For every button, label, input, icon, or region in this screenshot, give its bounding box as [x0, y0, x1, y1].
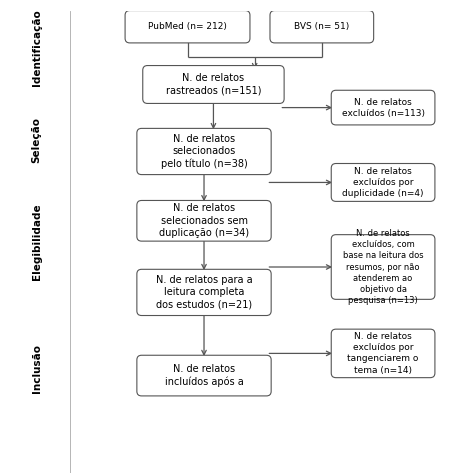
- Text: BVS (n= 51): BVS (n= 51): [294, 22, 349, 31]
- Text: N. de relatos
selecionados sem
duplicação (n=34): N. de relatos selecionados sem duplicaçã…: [159, 203, 249, 238]
- FancyBboxPatch shape: [137, 201, 271, 241]
- FancyBboxPatch shape: [331, 235, 435, 300]
- Text: PubMed (n= 212): PubMed (n= 212): [148, 22, 227, 31]
- FancyBboxPatch shape: [143, 65, 284, 103]
- Text: N. de relatos
rastreados (n=151): N. de relatos rastreados (n=151): [166, 73, 261, 96]
- Text: N. de relatos
incluídos após a: N. de relatos incluídos após a: [164, 364, 243, 387]
- Text: N. de relatos
excluídos por
duplicidade (n=4): N. de relatos excluídos por duplicidade …: [342, 167, 424, 198]
- Text: N. de relatos
excluídos (n=113): N. de relatos excluídos (n=113): [342, 98, 425, 118]
- Text: N. de relatos para a
leitura completa
dos estudos (n=21): N. de relatos para a leitura completa do…: [155, 275, 252, 310]
- FancyBboxPatch shape: [137, 128, 271, 174]
- Text: Elegibilidade: Elegibilidade: [32, 203, 42, 280]
- Text: Inclusão: Inclusão: [32, 344, 42, 393]
- Text: N. de relatos
excluídos por
tangenciarem o
tema (n=14): N. de relatos excluídos por tangenciarem…: [347, 332, 419, 374]
- FancyBboxPatch shape: [270, 10, 374, 43]
- Text: N. de relatos
selecionados
pelo título (n=38): N. de relatos selecionados pelo título (…: [161, 134, 247, 169]
- Text: N. de relatos
excluídos, com
base na leitura dos
resumos, por não
atenderem ao
o: N. de relatos excluídos, com base na lei…: [343, 229, 423, 305]
- Text: Identificação: Identificação: [32, 9, 42, 86]
- Text: Seleção: Seleção: [32, 117, 42, 163]
- FancyBboxPatch shape: [137, 269, 271, 316]
- FancyBboxPatch shape: [331, 90, 435, 125]
- FancyBboxPatch shape: [331, 329, 435, 378]
- FancyBboxPatch shape: [137, 355, 271, 396]
- FancyBboxPatch shape: [125, 10, 250, 43]
- FancyBboxPatch shape: [331, 164, 435, 201]
